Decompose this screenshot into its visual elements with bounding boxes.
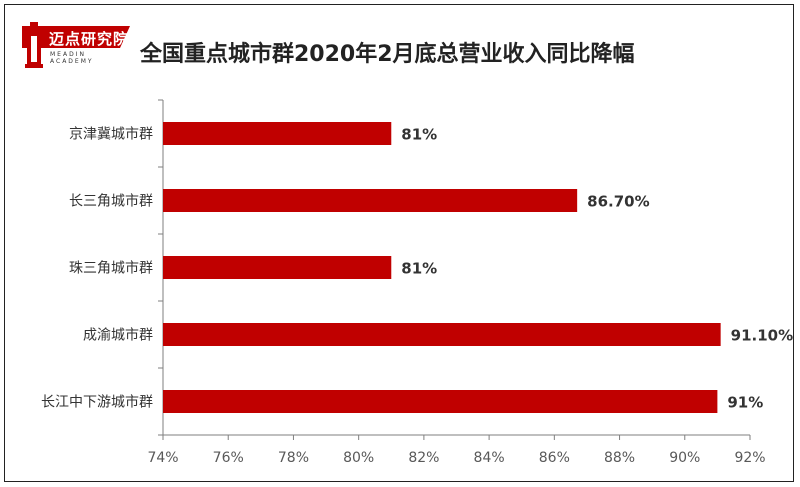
logo-banner xyxy=(22,26,130,48)
category-label: 长江中下游城市群 xyxy=(41,394,153,411)
x-tick-label: 74% xyxy=(147,450,178,466)
x-tick-label: 84% xyxy=(474,450,505,466)
x-tick-label: 76% xyxy=(213,450,244,466)
data-label: 86.70% xyxy=(587,193,649,211)
data-label: 81% xyxy=(401,126,437,144)
x-tick-label: 78% xyxy=(278,450,309,466)
x-tick-label: 88% xyxy=(604,450,635,466)
logo-name: 迈点研究院 xyxy=(49,30,130,48)
data-label: 81% xyxy=(401,260,437,278)
logo-mark-icon xyxy=(22,22,130,68)
logo: 迈点研究院 MEADIN ACADEMY xyxy=(22,22,132,74)
x-tick-label: 80% xyxy=(343,450,374,466)
lighthouse-base xyxy=(25,64,43,68)
chart-title: 全国重点城市群2020年2月底总营业收入同比降幅 xyxy=(140,42,635,67)
x-tick-label: 90% xyxy=(669,450,700,466)
x-tick-label: 92% xyxy=(734,450,765,466)
logo-subtitle: MEADIN ACADEMY xyxy=(50,51,94,65)
category-label: 京津冀城市群 xyxy=(69,126,153,143)
lighthouse-window xyxy=(31,36,37,62)
data-label: 91.10% xyxy=(731,327,793,345)
bar xyxy=(163,390,718,413)
category-label: 长三角城市群 xyxy=(69,193,153,210)
category-label: 珠三角城市群 xyxy=(69,260,153,277)
bar xyxy=(163,189,578,212)
x-tick-label: 82% xyxy=(408,450,439,466)
bar xyxy=(163,122,392,145)
bar xyxy=(163,323,721,346)
lighthouse-top xyxy=(30,22,38,28)
bar xyxy=(163,256,392,279)
category-label: 成渝城市群 xyxy=(83,327,153,344)
data-label: 91% xyxy=(727,394,763,412)
x-tick-label: 86% xyxy=(539,450,570,466)
